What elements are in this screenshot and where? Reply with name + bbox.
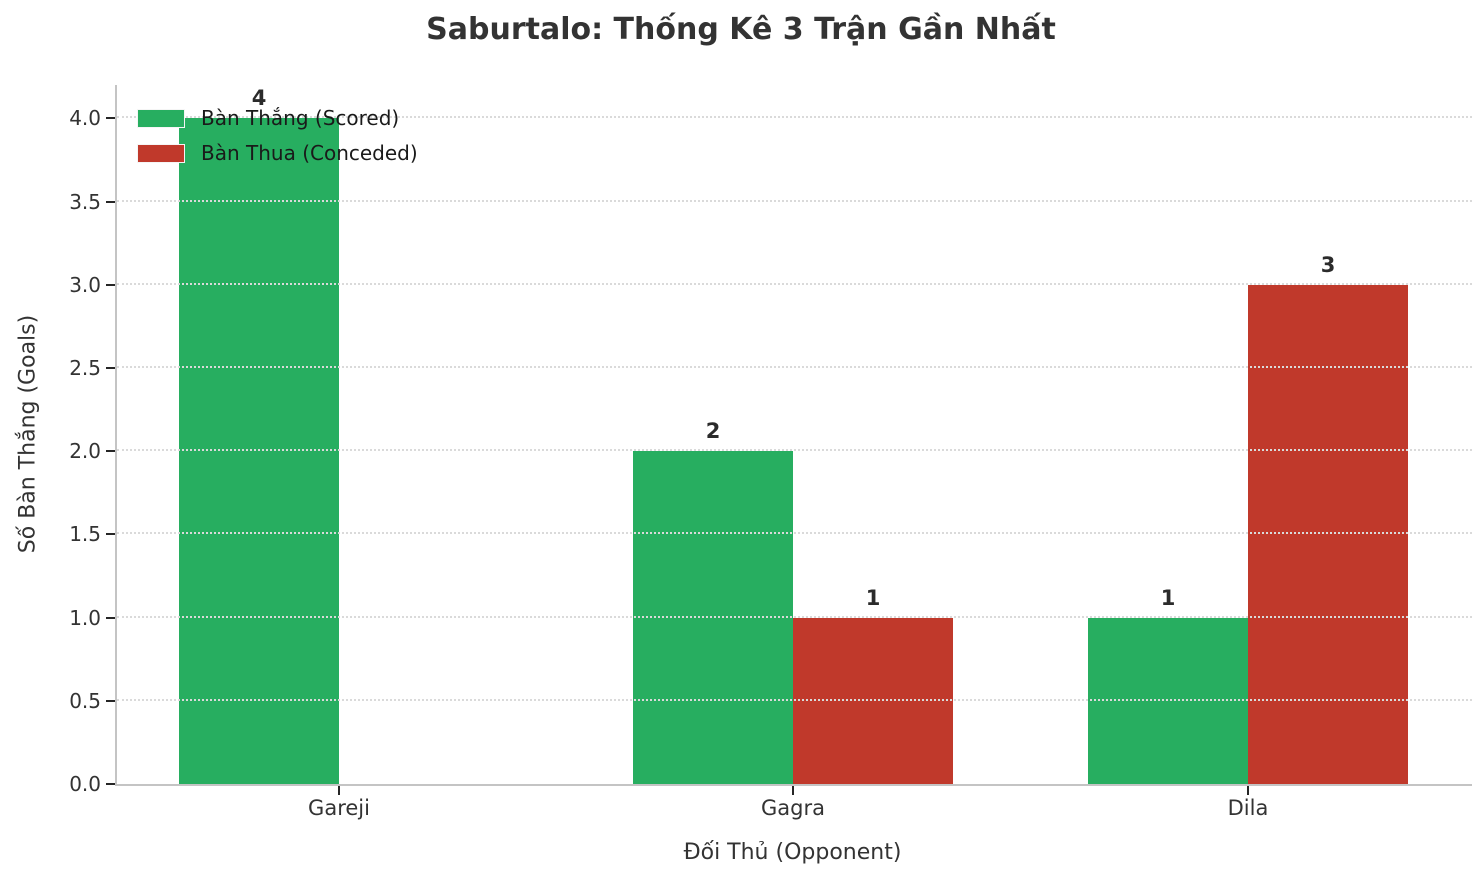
legend: Bàn Thắng (Scored) Bàn Thua (Conceded) <box>137 106 418 176</box>
y-tick-mark <box>106 450 115 453</box>
y-axis-label: Số Bàn Thắng (Goals) <box>15 314 41 554</box>
gridline-y-4.0 <box>117 116 1472 119</box>
y-tick-mark <box>106 200 115 203</box>
y-tick-mark <box>106 616 115 619</box>
bar-conceded-dila <box>1248 284 1408 784</box>
x-tick-mark-gareji <box>338 786 340 795</box>
y-tick-label: 0.0 <box>69 772 101 796</box>
gridline-y-3.5 <box>117 199 1472 202</box>
gridline-y-0.5 <box>117 698 1472 701</box>
legend-swatch-b-n-th-ng-scored <box>137 108 185 128</box>
legend-label-b-n-th-ng-scored: Bàn Thắng (Scored) <box>201 106 400 130</box>
gridline-y-3.0 <box>117 282 1472 285</box>
y-tick-mark <box>106 117 115 120</box>
y-tick-mark <box>106 783 115 785</box>
bar-value-label-gagra-1: 1 <box>865 585 881 610</box>
x-tick-label-gareji: Gareji <box>308 796 370 820</box>
legend-entry-b-n-th-ng-scored: Bàn Thắng (Scored) <box>137 106 418 130</box>
bar-scored-gagra <box>633 451 793 784</box>
y-tick-mark <box>106 366 115 369</box>
legend-label-b-n-thua-conceded: Bàn Thua (Conceded) <box>201 141 418 165</box>
plot-area: Bàn Thắng (Scored) Bàn Thua (Conceded) 0.… <box>69 85 1472 820</box>
y-tick-mark <box>106 283 115 286</box>
y-tick-label: 4.0 <box>69 106 101 131</box>
gridline-y-2.5 <box>117 365 1472 368</box>
x-tick-mark-gagra <box>792 786 794 795</box>
gridline-y-2.0 <box>117 449 1472 452</box>
y-tick-mark <box>106 533 115 536</box>
x-tick-label-gagra: Gagra <box>761 796 825 820</box>
gridline-y-1.5 <box>117 532 1472 535</box>
bar-value-label-dila-0: 1 <box>1160 585 1176 610</box>
legend-swatch-b-n-thua-conceded <box>137 143 185 163</box>
chart-title: Saburtalo: Thống Kê 3 Trận Gần Nhất <box>426 12 1056 47</box>
bar-value-label-dila-1: 3 <box>1320 252 1336 277</box>
y-tick-label: 1.0 <box>69 605 101 630</box>
x-axis-label: Đối Thủ (Opponent) <box>683 840 902 865</box>
x-tick-mark-dila <box>1247 786 1249 795</box>
y-tick-label: 0.5 <box>69 688 101 713</box>
legend-entry-b-n-thua-conceded: Bàn Thua (Conceded) <box>137 141 418 165</box>
y-tick-mark <box>106 699 115 702</box>
y-tick-label: 1.5 <box>69 522 101 547</box>
gridline-y-1.0 <box>117 615 1472 618</box>
y-tick-label: 2.5 <box>69 355 101 380</box>
x-tick-label-dila: Dila <box>1227 796 1269 820</box>
y-tick-label: 3.0 <box>69 272 101 297</box>
y-tick-label: 2.0 <box>69 439 101 464</box>
bar-value-label-gagra-0: 2 <box>705 419 721 444</box>
y-tick-label: 3.5 <box>69 189 101 214</box>
bar-value-label-gareji-0: 4 <box>251 86 267 111</box>
